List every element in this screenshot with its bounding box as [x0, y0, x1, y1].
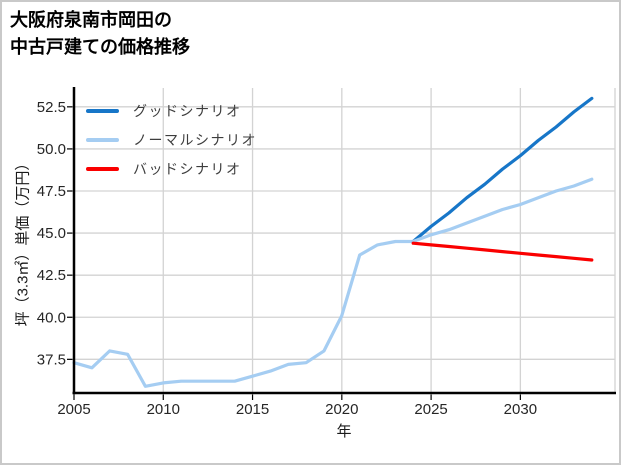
- legend-item-2: バッドシナリオ: [86, 154, 257, 183]
- legend-label: ノーマルシナリオ: [133, 131, 257, 148]
- y-tick-label: 45.0: [37, 225, 66, 242]
- y-tick-label: 37.5: [37, 351, 66, 368]
- legend-line-swatch: [86, 108, 119, 113]
- x-tick-label: 2030: [504, 401, 537, 418]
- y-tick-label: 50.0: [37, 141, 66, 158]
- y-tick-label: 42.5: [37, 267, 66, 284]
- legend-line-swatch: [86, 166, 119, 171]
- legend-label: バッドシナリオ: [133, 160, 242, 177]
- chart-title-line1: 大阪府泉南市岡田の: [10, 10, 172, 30]
- legend-label: グッドシナリオ: [133, 102, 242, 119]
- y-tick-label: 40.0: [37, 309, 66, 326]
- y-tick-label: 52.5: [37, 99, 66, 116]
- y-axis-label: 坪（3.3㎡）単価（万円）: [14, 155, 32, 327]
- x-tick-label: 2005: [57, 401, 90, 418]
- chart-title: 大阪府泉南市岡田の 中古戸建ての価格推移: [10, 7, 190, 61]
- series-line-forecast-ノーマルシナリオ: [411, 177, 594, 244]
- x-tick-label: 2015: [236, 401, 269, 418]
- x-tick-label: 2020: [325, 401, 358, 418]
- x-tick-label: 2025: [414, 401, 447, 418]
- legend: グッドシナリオ ノーマルシナリオ バッドシナリオ: [86, 96, 257, 183]
- series-line-history-ノーマルシナリオ: [72, 239, 415, 388]
- x-axis-label: 年: [336, 423, 352, 440]
- legend-item-1: ノーマルシナリオ: [86, 125, 257, 154]
- series-line-forecast-グッドシナリオ: [411, 96, 594, 244]
- legend-item-0: グッドシナリオ: [86, 96, 257, 125]
- chart-title-line2: 中古戸建ての価格推移: [10, 37, 190, 57]
- legend-line-swatch: [86, 137, 119, 142]
- series-line-forecast-バッドシナリオ: [411, 241, 594, 262]
- y-tick-label: 47.5: [37, 183, 66, 200]
- x-tick-label: 2010: [147, 401, 180, 418]
